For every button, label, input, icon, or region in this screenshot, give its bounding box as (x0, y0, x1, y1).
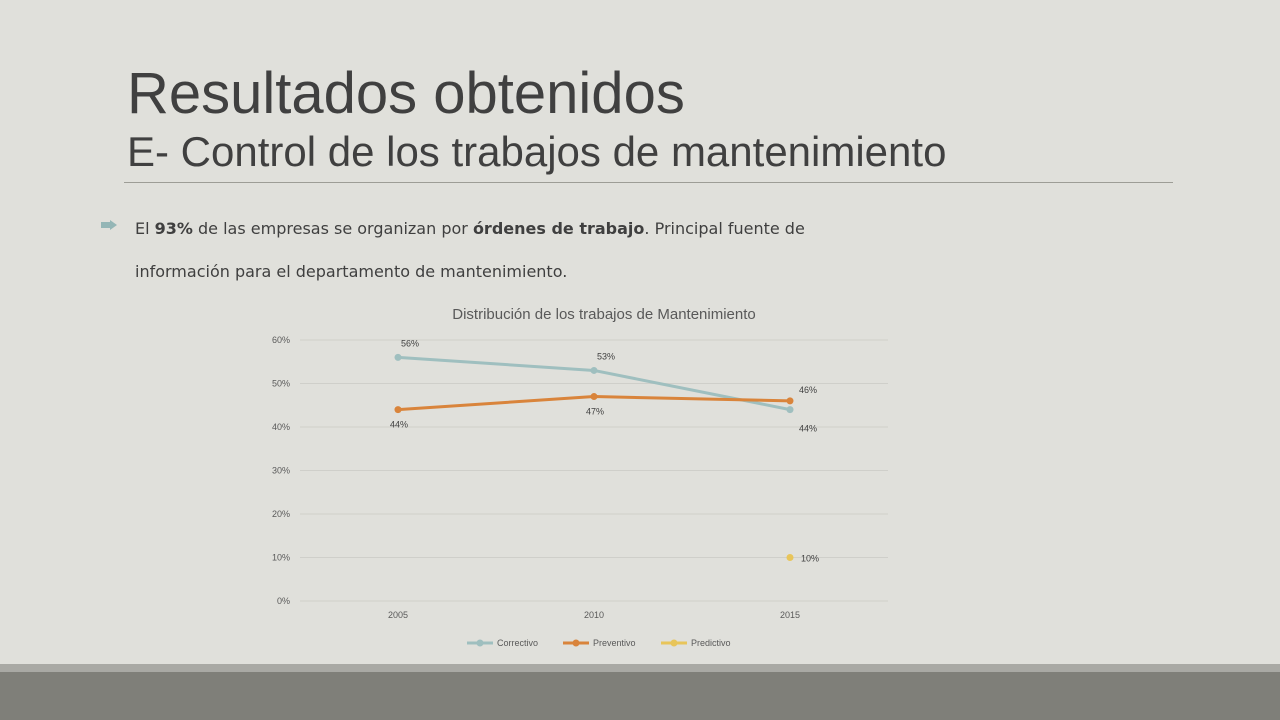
footer-band-dark (0, 672, 1280, 720)
data-point-preventivo (786, 397, 794, 405)
x-tick-label: 2005 (388, 610, 408, 620)
legend-label-preventivo: Preventivo (593, 638, 636, 648)
title-main: Resultados obtenidos (127, 61, 685, 126)
legend-label-correctivo: Correctivo (497, 638, 538, 648)
footer-band-light (0, 664, 1280, 672)
data-label: 44% (390, 420, 408, 430)
y-tick-label: 40% (272, 422, 290, 432)
data-label: 53% (597, 351, 615, 361)
data-point-preventivo (590, 393, 598, 401)
legend-label-predictivo: Predictivo (691, 638, 731, 648)
title-divider (124, 182, 1173, 183)
y-tick-label: 50% (272, 379, 290, 389)
legend-marker-preventivo (572, 639, 580, 647)
bullet-arrow-icon (101, 220, 117, 230)
line-chart: Distribución de los trabajos de Mantenim… (272, 306, 888, 648)
data-label: 46% (799, 385, 817, 395)
bullet-bold-percent: 93% (154, 219, 193, 238)
data-label: 44% (799, 424, 817, 434)
data-point-preventivo (394, 406, 402, 414)
bullet-text-1: El (135, 219, 155, 238)
legend-marker-predictivo (670, 639, 678, 647)
y-tick-label: 0% (277, 596, 290, 606)
data-label: 56% (401, 338, 419, 348)
x-tick-label: 2015 (780, 610, 800, 620)
y-tick-label: 30% (272, 466, 290, 476)
x-tick-label: 2010 (584, 610, 604, 620)
bullet-text-3: . Principal fuente de información para e… (135, 219, 805, 281)
data-point-correctivo (590, 366, 598, 374)
legend-marker-correctivo (476, 639, 484, 647)
data-point-predictivo (786, 554, 794, 561)
data-point-correctivo (786, 406, 794, 414)
y-tick-label: 20% (272, 509, 290, 519)
slide-title: Resultados obtenidos E- Control de los t… (127, 58, 946, 176)
data-label: 47% (586, 407, 604, 417)
y-tick-label: 60% (272, 335, 290, 345)
bullet-text-2: de las empresas se organizan por (192, 219, 473, 238)
y-tick-label: 10% (272, 553, 290, 563)
title-subtitle: E- Control de los trabajos de mantenimie… (127, 128, 947, 175)
bullet-bold-work-orders: órdenes de trabajo (472, 219, 645, 238)
data-label: 10% (801, 554, 819, 564)
chart-title: Distribución de los trabajos de Mantenim… (452, 306, 756, 323)
data-point-correctivo (394, 353, 402, 361)
bullet-paragraph: El 93% de las empresas se organizan por … (135, 207, 875, 293)
